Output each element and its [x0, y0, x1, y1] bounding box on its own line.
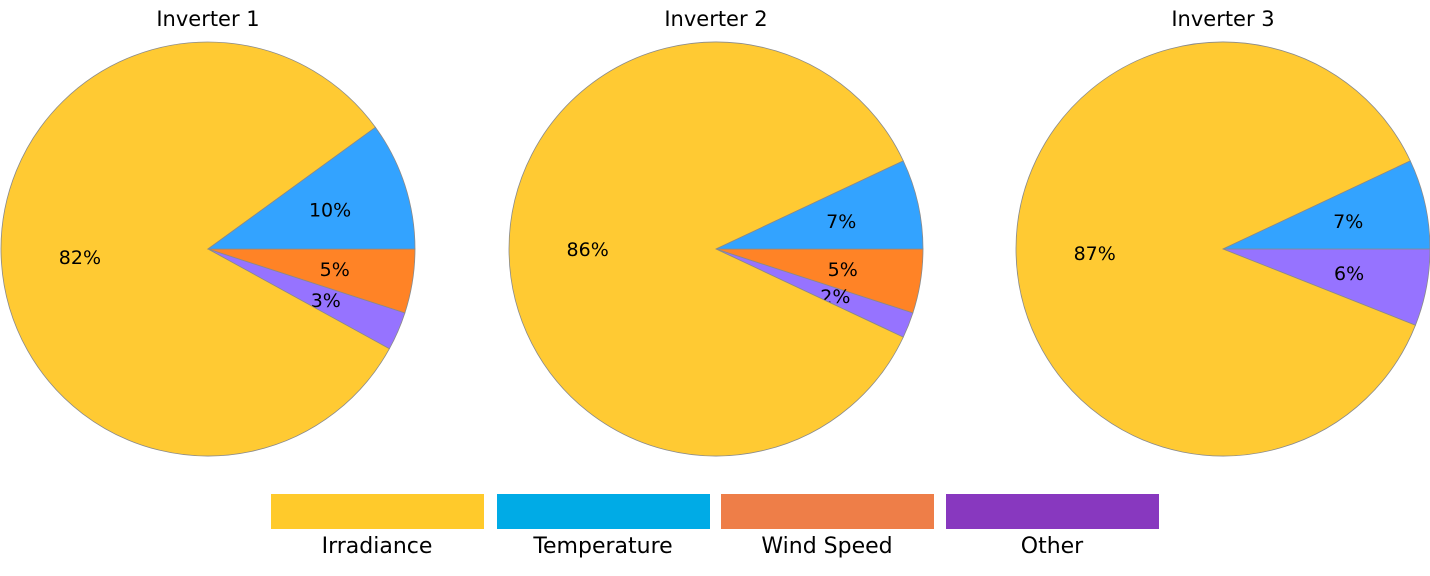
pie-title: Inverter 1 [156, 7, 259, 31]
slice-label: 7% [1333, 211, 1363, 233]
slice-label: 5% [320, 259, 350, 281]
legend-label: Irradiance [322, 534, 433, 559]
slice-label: 3% [311, 290, 341, 312]
slice-irradiance [0, 41, 390, 457]
slice-label: 82% [59, 247, 101, 269]
pie-2: Inverter 25%2%86%7% [508, 7, 924, 457]
pie-1: Inverter 1 5% 3% 82% 10% [0, 7, 416, 457]
pie-3: Inverter 3 6% 87% 7% [1015, 7, 1430, 457]
legend-swatch [946, 494, 1159, 529]
slice-temperature [715, 160, 924, 250]
slice-irradiance [508, 41, 904, 457]
legend-swatch [721, 494, 934, 529]
pie-title: Inverter 3 [1171, 7, 1274, 31]
slice-label: 7% [826, 211, 856, 233]
pie-title: Inverter 2 [664, 7, 767, 31]
legend-label: Temperature [532, 534, 672, 559]
slice-label: 10% [309, 199, 351, 221]
slice-irradiance [1015, 41, 1416, 457]
legend-swatch [271, 494, 484, 529]
slice-label: 6% [1334, 263, 1364, 285]
legend-swatch [497, 494, 710, 529]
legend: Irradiance Temperature Wind Speed Other [271, 494, 1159, 559]
slice-label: 86% [567, 239, 609, 261]
slice-temperature [206, 126, 416, 250]
slice-label: 5% [828, 259, 858, 281]
slice-label: 87% [1074, 243, 1116, 265]
legend-label: Wind Speed [761, 534, 892, 559]
legend-label: Other [1021, 534, 1084, 559]
